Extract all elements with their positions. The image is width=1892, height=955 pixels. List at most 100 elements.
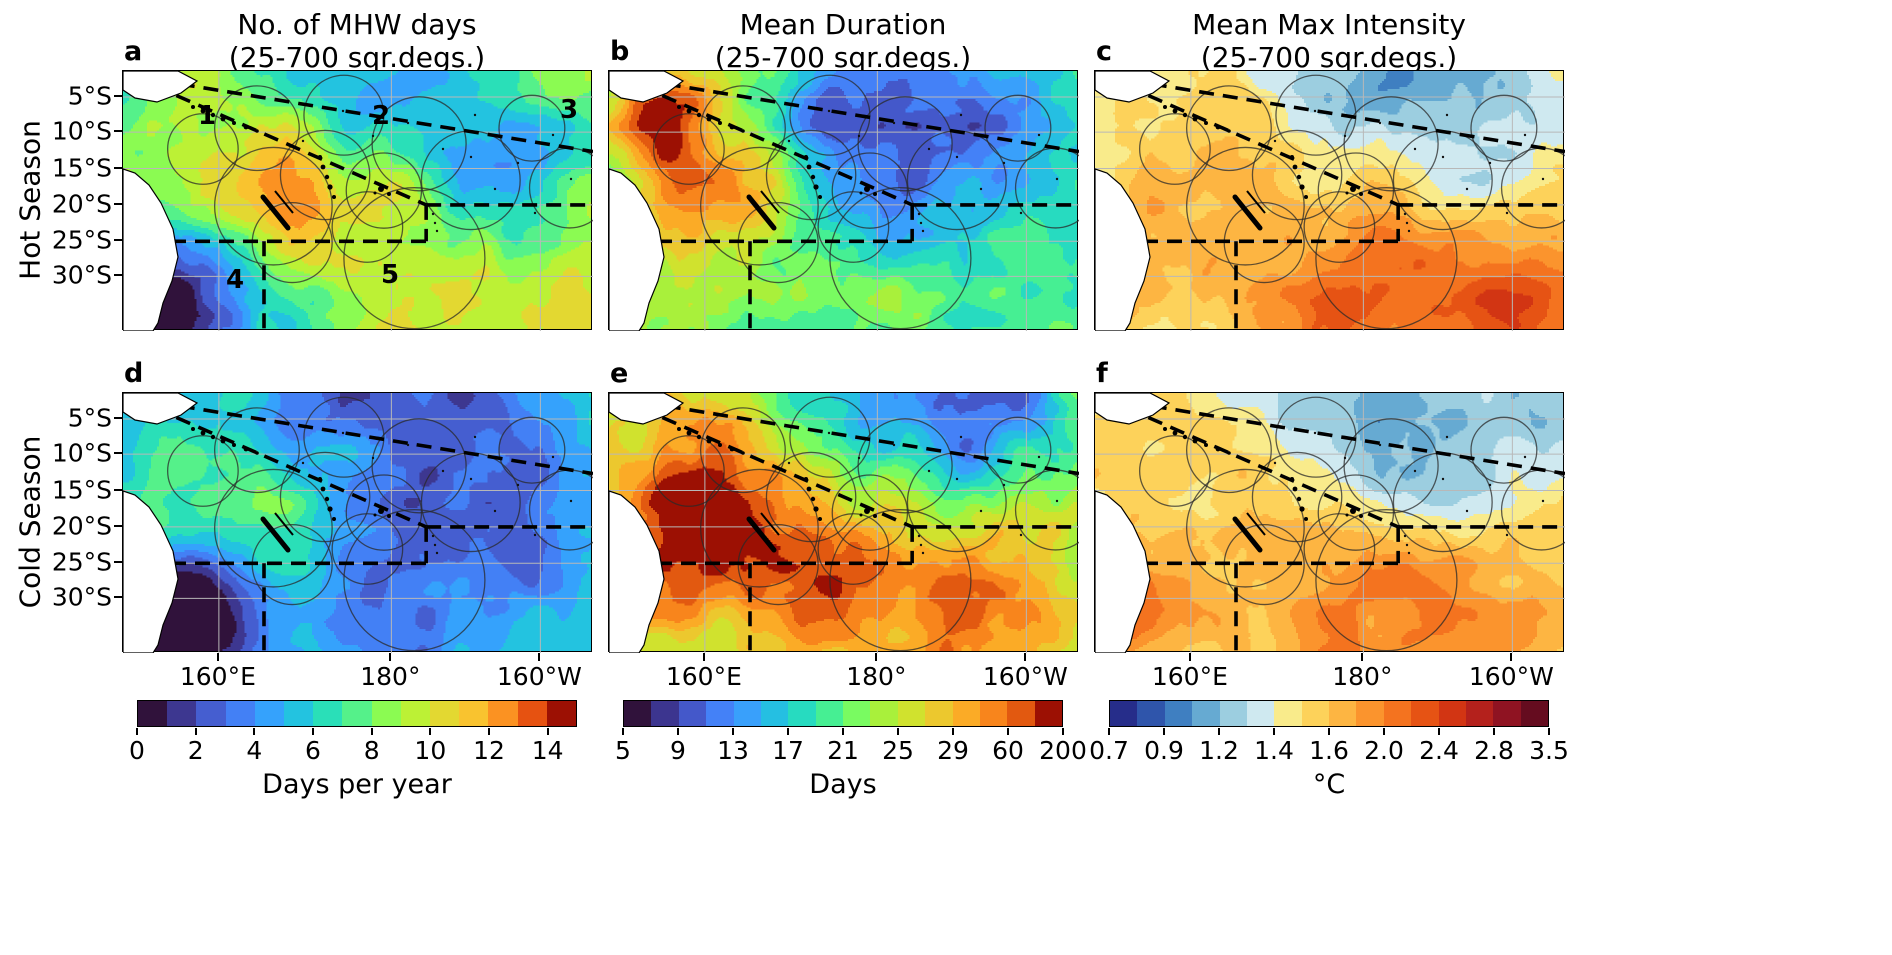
detection-region-outline (906, 130, 1007, 231)
detection-region-outline (699, 407, 786, 494)
detection-region-outline (1315, 187, 1458, 330)
island-vanuatu (804, 477, 808, 481)
colorbar-label: Days per year (262, 769, 452, 800)
island-speck (1407, 229, 1411, 233)
lat-tick-mark (114, 166, 122, 169)
lat-tick-label: 10°S (51, 438, 112, 468)
island-speck (551, 133, 555, 137)
panel-letter: b (610, 36, 630, 67)
island-fiji (378, 186, 384, 192)
detection-region-outline (699, 468, 819, 588)
island-solomons (677, 105, 681, 109)
colorbar-tick-mark (546, 728, 549, 735)
land-australia (1095, 168, 1151, 331)
colorbar-segment (870, 701, 898, 726)
colorbar-2 (1109, 700, 1549, 727)
detection-region-outline (699, 85, 786, 172)
island-vanuatu (324, 174, 330, 180)
map-overlay: 1 2 3 4 5 (123, 71, 593, 331)
colorbar-tick-label: 13 (717, 736, 749, 765)
colorbar-segment (733, 701, 761, 726)
colorbar-tick-label: 3.5 (1529, 736, 1569, 765)
colorbar-tick-label: 21 (827, 736, 859, 765)
island-solomons (741, 129, 745, 133)
lat-tick-label: 20°S (51, 511, 112, 541)
colorbar-tick-mark (488, 728, 490, 735)
detection-region-outline (167, 113, 239, 185)
colorbar-tick-mark (1328, 728, 1330, 735)
detection-region-outline (1315, 509, 1458, 652)
detection-region-outline (1185, 85, 1272, 172)
island-vanuatu (810, 496, 816, 502)
island-speck (1523, 455, 1527, 459)
island-speck (1273, 139, 1277, 143)
column-title: Mean Duration (25-700 sqr.degs.) (608, 8, 1078, 74)
island-speck (959, 113, 963, 117)
region-boundary-dashed (617, 74, 913, 207)
detection-region-outline (331, 513, 404, 585)
colorbar-segment (313, 701, 343, 726)
colorbar-tick-mark (1273, 728, 1275, 735)
island-speck (1313, 431, 1317, 435)
island-speck (1378, 121, 1382, 125)
island-speck (787, 139, 791, 143)
island-speck (827, 109, 831, 113)
lon-tick-mark (702, 653, 705, 661)
lon-tick-mark (389, 653, 392, 661)
colorbar-tick-mark (622, 728, 624, 735)
detection-region-outline (303, 74, 385, 156)
island-speck (1343, 456, 1347, 460)
colorbar-tick-mark (1163, 728, 1165, 735)
colorbar-1 (623, 700, 1063, 727)
map-panel-f (1094, 392, 1565, 653)
island-speck (1037, 455, 1041, 459)
island-solomons (200, 108, 206, 114)
island-speck (469, 477, 473, 481)
island-vanuatu (1296, 496, 1302, 502)
island-speck (1505, 211, 1509, 215)
island-new-caledonia (260, 194, 291, 231)
colorbar-segment (1438, 701, 1466, 726)
island-speck (569, 499, 573, 503)
island-fiji (1345, 191, 1349, 195)
island-speck (341, 109, 345, 113)
detection-region-outline (653, 435, 725, 507)
detection-region-outline (817, 513, 890, 585)
island-fiji (1345, 513, 1349, 517)
island-speck (1055, 499, 1059, 503)
colorbar-tick-mark (897, 728, 899, 735)
lon-tick-label: 160°W (496, 662, 582, 691)
colorbar-tick-label: 0.7 (1089, 736, 1129, 765)
island-vanuatu (1290, 155, 1294, 159)
colorbar-tick-mark (136, 728, 138, 735)
island-fiji (1350, 186, 1356, 192)
island-new-caledonia (746, 516, 777, 553)
island-speck (955, 155, 959, 159)
detection-region-outline (1392, 130, 1493, 231)
colorbar-tick-label: 12 (473, 736, 505, 765)
lat-tick-label: 30°S (51, 582, 112, 612)
island-speck (917, 212, 921, 216)
island-speck (1523, 133, 1527, 137)
detection-region-outline (699, 146, 819, 266)
island-fiji (373, 513, 377, 517)
region-boundary-dashed (1103, 396, 1399, 529)
colorbar-segment (1329, 701, 1357, 726)
island-solomons (718, 121, 722, 125)
island-solomons (706, 438, 712, 444)
column-title-line2: (25-700 sqr.degs.) (1200, 41, 1458, 75)
lat-tick-label: 25°S (51, 225, 112, 255)
colorbar-segment (1493, 701, 1521, 726)
detection-region-outline (1470, 416, 1538, 484)
island-speck (787, 461, 791, 465)
colorbar-segment (225, 701, 255, 726)
island-solomons (1192, 438, 1198, 444)
island-fiji (859, 513, 863, 517)
island-loyalty (1246, 512, 1266, 536)
detection-region-outline (1185, 146, 1305, 266)
lat-tick-mark (114, 596, 122, 599)
island-solomons (255, 129, 259, 133)
island-speck (857, 134, 861, 138)
column-title-line1: Mean Duration (739, 8, 947, 41)
island-speck (1405, 221, 1409, 225)
